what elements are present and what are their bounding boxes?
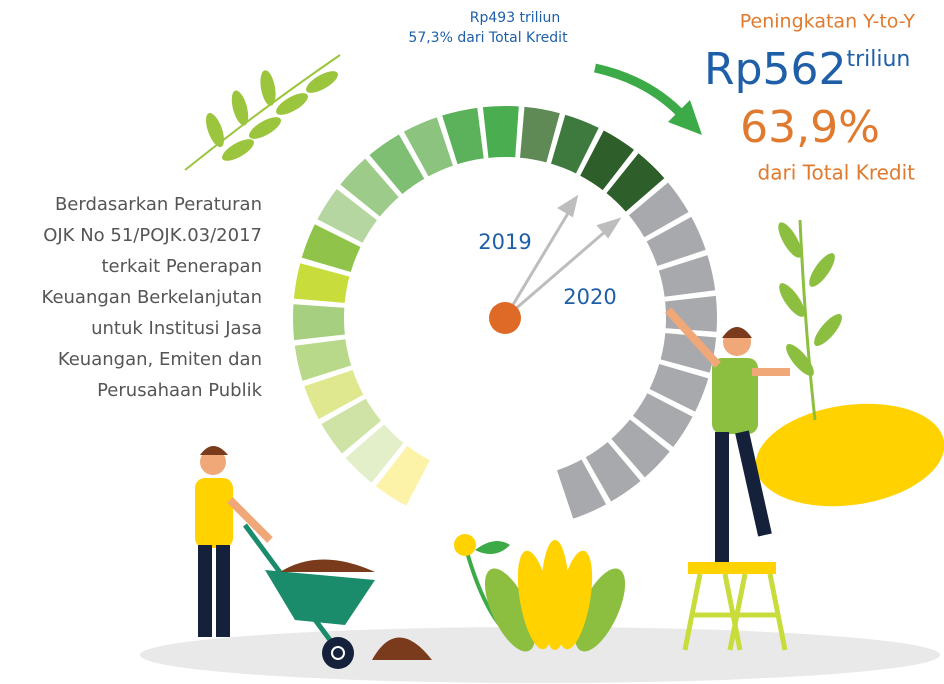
gauge-hub — [489, 302, 521, 334]
share-2019: 57,3% dari Total Kredit — [408, 30, 568, 46]
note-line: untuk Institusi Jasa — [91, 318, 262, 339]
note: Berdasarkan Peraturan OJK No 51/POJK.03/2… — [42, 194, 263, 401]
gauge-segment — [292, 303, 346, 341]
note-line: Keuangan, Emiten dan — [58, 349, 262, 370]
growth-arrow — [595, 68, 685, 118]
amount-2019: Rp493 triliun — [470, 10, 560, 26]
infographic: Rp493 triliun 57,3% dari Total Kredit 20… — [0, 0, 944, 684]
branch-right — [774, 219, 846, 420]
highlight-amount: Rp562triliun — [704, 44, 910, 95]
unit: triliun — [846, 47, 910, 72]
amount: Rp562 — [704, 44, 846, 95]
note-line: Berdasarkan Peraturan — [55, 194, 262, 215]
note-line: Keuangan Berkelanjutan — [42, 287, 262, 308]
gauge-caption: Rp493 triliun 57,3% dari Total Kredit — [408, 10, 568, 46]
branch-left — [185, 55, 341, 170]
note-line: terkait Penerapan — [101, 256, 262, 277]
highlight-title: Peningkatan Y-to-Y — [740, 11, 916, 33]
note-line: Perusahaan Publik — [97, 380, 262, 401]
gauge-segment — [482, 105, 520, 159]
year-label: 2019 — [478, 230, 531, 254]
highlight-share: 63,9% — [740, 102, 880, 153]
highlight-share-text: dari Total Kredit — [758, 161, 916, 185]
note-line: OJK No 51/POJK.03/2017 — [43, 225, 262, 246]
big-leaf — [749, 392, 944, 517]
year-label: 2020 — [563, 285, 616, 309]
